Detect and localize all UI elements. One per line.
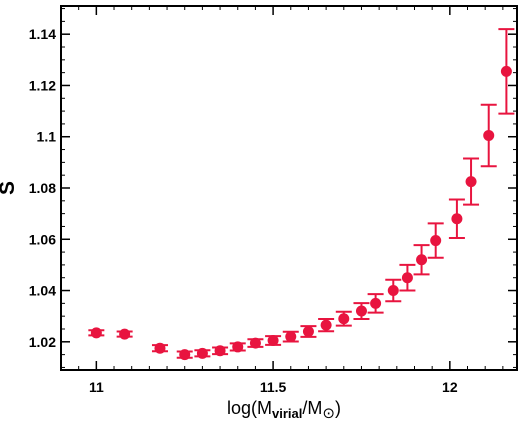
data-point [401,272,413,284]
x-tick-label: 12 [442,379,458,395]
sun-symbol: ⊙ [322,405,335,422]
y-tick-label: 1.14 [29,26,56,42]
data-point [302,326,314,338]
y-axis-label: S [0,181,19,195]
data-point [232,341,244,353]
data-point [338,313,350,325]
data-point [370,297,382,309]
data-point [500,65,512,77]
y-tick-label: 1.06 [29,231,56,247]
data-point [387,285,399,297]
data-point [320,319,332,331]
data-point [430,235,442,247]
x-axis-label-suffix: ) [335,398,341,418]
data-point [355,305,367,317]
y-tick-label: 1.1 [37,129,57,145]
data-series [88,28,515,361]
y-tick-label: 1.08 [29,180,56,196]
x-tick-label: 11 [89,379,104,395]
data-point [90,327,102,339]
y-tick-label: 1.02 [29,334,56,350]
x-axis-label-mid: /M [302,398,322,418]
data-point [196,347,208,359]
data-point [179,349,191,361]
data-point [483,129,495,141]
plot-frame [60,5,518,371]
y-tick-label: 1.12 [29,77,56,93]
x-tick-label: 11.5 [260,379,287,395]
y-tick-label: 1.04 [29,283,56,299]
axis-labels: S log(Mvirial/M⊙) [0,181,341,422]
data-point [451,213,463,225]
data-point [249,337,261,349]
data-point [119,328,131,340]
data-point [154,342,166,354]
data-point [465,176,477,188]
x-axis-label-subscript: virial [272,406,302,421]
x-axis-label: log(Mvirial/M⊙) [227,398,341,422]
data-point [267,335,279,347]
data-point [214,345,226,357]
data-point [285,331,297,343]
x-axis-label-prefix: log(M [227,398,272,418]
data-point [416,254,428,266]
